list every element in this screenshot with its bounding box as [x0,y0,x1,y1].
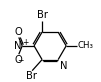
Text: CH₃: CH₃ [78,41,94,50]
Text: O: O [15,27,23,37]
Text: N: N [14,41,22,51]
Text: N: N [60,61,67,71]
Text: O: O [14,55,22,65]
Text: +: + [22,38,28,47]
Text: Br: Br [37,10,48,20]
Text: Br: Br [26,71,37,81]
Text: −: − [17,56,24,65]
